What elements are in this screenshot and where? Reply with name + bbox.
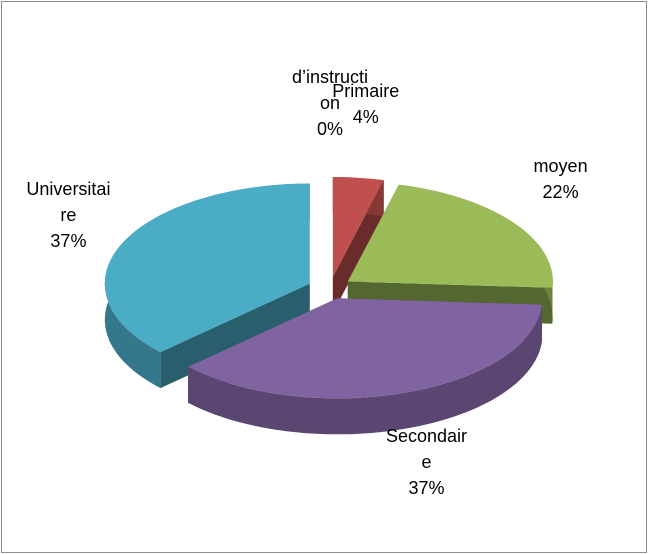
- slice-label: Secondaire 37%: [384, 423, 470, 501]
- category-label: d’instruction: [291, 67, 369, 113]
- value-label: 4%: [352, 107, 379, 128]
- category-label: moyen: [533, 156, 588, 177]
- pie-slice: [104, 183, 310, 389]
- category-label: Universitaire: [26, 178, 111, 225]
- slice-label: Universitaire 37%: [25, 176, 111, 254]
- value-label: 22%: [542, 182, 579, 203]
- slice-top: [104, 183, 310, 353]
- category-label: Secondaire: [386, 426, 468, 473]
- slice-label: d’instruction 0%: [287, 64, 373, 142]
- slice-top: [332, 177, 384, 278]
- value-label: 37%: [408, 478, 445, 499]
- category-label: Primaire: [332, 81, 400, 102]
- slice-top: [347, 184, 553, 288]
- slice-wall: [160, 283, 310, 389]
- value-label: 37%: [50, 230, 87, 251]
- pie-slice: [347, 184, 553, 324]
- slice-label: moyen 22%: [518, 153, 604, 205]
- value-label: 0%: [316, 119, 343, 139]
- slice-label: Primaire 4%: [323, 78, 409, 130]
- slice-side: [188, 304, 542, 435]
- pie-slice: [188, 298, 542, 435]
- slice-top: [188, 298, 542, 399]
- pie-slice: [332, 177, 384, 314]
